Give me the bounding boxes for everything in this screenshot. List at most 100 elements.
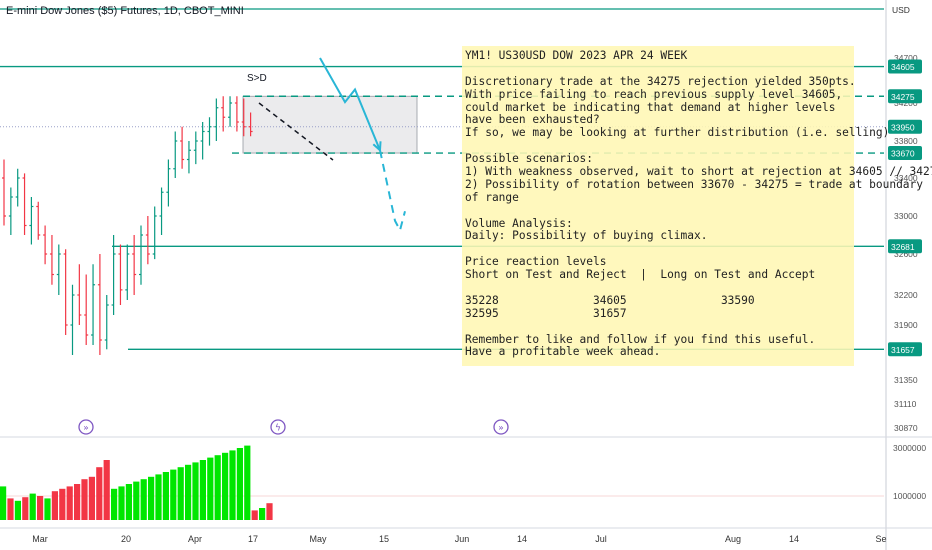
note-line: Short on Test and Reject | Long on Test … — [465, 268, 816, 282]
volume-bar — [170, 469, 177, 520]
time-axis-label: 14 — [517, 534, 527, 544]
note-line: Remember to like and follow if you find … — [465, 332, 816, 346]
volume-bar — [103, 460, 110, 520]
price-tick-label: 31110 — [894, 399, 917, 409]
volume-bar — [0, 486, 7, 520]
volume-bar — [96, 467, 103, 520]
note-line: YM1! US30USD DOW 2023 APR 24 WEEK — [465, 49, 688, 62]
note-line: 32595 31657 — [465, 306, 627, 320]
price-tick-label: 30870 — [894, 423, 918, 433]
volume-bar — [59, 488, 66, 520]
volume-bar — [66, 486, 73, 520]
volume-bar — [266, 503, 273, 520]
time-axis-label: Mar — [32, 534, 48, 544]
price-tick-label: 32200 — [894, 290, 918, 300]
event-icon[interactable] — [493, 419, 509, 435]
currency-label: USD — [892, 5, 910, 15]
note-line: With price failing to reach previous sup… — [465, 87, 843, 101]
note-line: Have a profitable week ahead. — [465, 345, 661, 359]
volume-bar — [251, 510, 258, 520]
note-line: Price reaction levels — [465, 255, 607, 269]
note-line: 1) With weakness observed, wait to short… — [465, 165, 932, 179]
time-axis-label: 17 — [248, 534, 258, 544]
note-line: Volume Analysis: — [465, 216, 573, 230]
decline-trendline — [258, 102, 334, 161]
volume-bar — [22, 497, 29, 520]
note-line: If so, we may be looking at further dist… — [465, 126, 890, 140]
volume-bar — [29, 493, 36, 520]
supply-zone[interactable] — [242, 95, 418, 154]
level-tag — [888, 342, 922, 357]
volume-bar — [244, 445, 251, 520]
time-axis-label: 14 — [789, 534, 799, 544]
chart-title: E-mini Dow Jones ($5) Futures, 1D, CBOT_… — [6, 5, 244, 17]
trade-note[interactable]: YM1! US30USD DOW 2023 APR 24 WEEK Discret… — [465, 49, 932, 359]
time-axis-label: 15 — [379, 534, 389, 544]
projection-dashed-path[interactable] — [379, 150, 406, 233]
time-axis-label: Apr — [188, 534, 202, 544]
note-line — [465, 63, 857, 76]
time-axis-label: Aug — [725, 534, 741, 544]
price-tick-label: 31350 — [894, 375, 918, 385]
event-icon[interactable] — [270, 419, 286, 435]
price-tick-label: 32600 — [894, 249, 918, 259]
volume-bar — [222, 452, 229, 520]
projection-solid-path[interactable] — [319, 57, 381, 151]
note-line: Daily: Possibility of buying climax. — [465, 229, 708, 243]
volume-bar — [7, 498, 14, 520]
note-line — [465, 282, 857, 295]
price-tick-label: 34700 — [894, 53, 918, 63]
volume-bar — [51, 491, 58, 520]
time-axis-label: Jul — [595, 534, 607, 544]
note-line: Discretionary trade at the 34275 rejecti… — [465, 74, 856, 88]
volume-bar — [199, 460, 206, 520]
level-tag-label: 34605 — [891, 62, 915, 72]
volume-bar — [177, 467, 184, 520]
event-icon-glyph: » — [498, 424, 504, 434]
volume-bar — [111, 488, 118, 520]
volume-bar — [155, 474, 162, 520]
note-line: Possible scenarios: — [465, 152, 593, 166]
volume-bar — [44, 498, 51, 520]
time-axis-label: May — [309, 534, 327, 544]
level-tag — [888, 239, 922, 254]
volume-bar — [118, 486, 125, 520]
volume-bar — [229, 450, 236, 520]
note-line: 35228 34605 33590 — [465, 293, 755, 307]
time-axis-label: Jun — [455, 534, 470, 544]
time-axis-label: Se — [875, 534, 886, 544]
pattern-label: S>D — [247, 73, 267, 84]
note-line: 2) Possibility of rotation between 33670… — [465, 177, 924, 191]
volume-bar — [192, 462, 199, 520]
volume-bar — [37, 496, 44, 520]
volume-bar — [162, 472, 169, 520]
volume-bar — [236, 448, 243, 520]
volume-bar — [133, 481, 140, 520]
time-axis-label: 20 — [121, 534, 131, 544]
volume-bar — [185, 464, 192, 520]
volume-tick-label: 1000000 — [893, 491, 926, 501]
volume-bar — [140, 479, 147, 520]
level-tag-label: 34275 — [891, 92, 915, 102]
volume-bar — [81, 479, 88, 520]
level-tag — [888, 146, 922, 161]
volume-bar — [74, 484, 81, 520]
volume-bar — [207, 457, 214, 520]
level-tag — [888, 89, 922, 104]
event-icon-glyph: ϟ — [275, 424, 281, 434]
volume-bar — [14, 500, 21, 520]
level-tag — [888, 119, 922, 134]
volume-bar — [259, 508, 266, 520]
price-tick-label: 33400 — [894, 173, 918, 183]
volume-bar — [125, 484, 132, 520]
price-tick-label: 33000 — [894, 211, 918, 221]
volume-tick-label: 3000000 — [893, 443, 926, 453]
event-icon-glyph: » — [83, 424, 89, 434]
level-tag — [888, 59, 922, 74]
level-tag-label: 31657 — [891, 345, 915, 355]
note-line — [465, 205, 857, 218]
event-icon[interactable] — [78, 419, 94, 435]
price-tick-label: 33800 — [894, 136, 918, 146]
volume-bar — [214, 455, 221, 520]
volume-bar — [88, 476, 95, 520]
